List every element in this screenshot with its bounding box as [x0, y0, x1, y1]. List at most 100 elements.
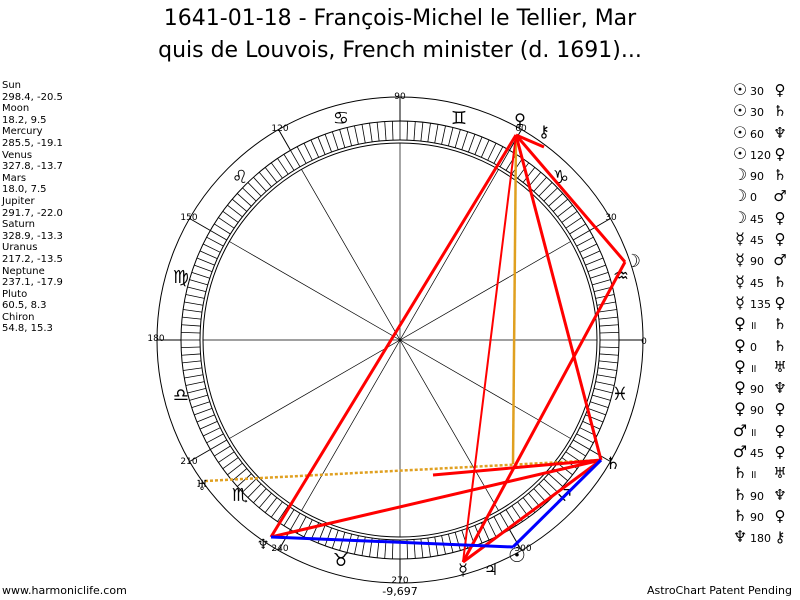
aspect-planet-2-icon: ⚷ [774, 528, 786, 547]
degree-tick [231, 198, 248, 212]
aspect-row: ☿ 45 ♄ [730, 272, 788, 293]
aspect-angle: ॥ [750, 361, 757, 375]
degree-tick [597, 367, 617, 371]
degree-tick [391, 121, 394, 141]
planet-name: Pluto [2, 288, 28, 300]
aspect-planet-2-icon: ♅ [773, 464, 787, 483]
degree-tick [277, 158, 289, 175]
aspect-row: ♄ ॥ ♅ [730, 463, 788, 484]
aspect-angle: 90 [750, 170, 764, 184]
aspect-planet-2-icon: ♂ [773, 251, 787, 270]
degree-tick [210, 439, 227, 450]
aspect-line [269, 134, 518, 538]
aspect-line [270, 535, 514, 549]
degree-tick [522, 167, 536, 183]
sun-icon: ☉ [508, 543, 526, 567]
saturn-venus-icon: ♄ [605, 454, 620, 474]
footer-patent-notice: AstroChart Patent Pending [646, 584, 792, 597]
degree-tick [369, 123, 373, 143]
degree-tick [324, 527, 332, 546]
aspect-planet-1-icon: ♀ [734, 335, 746, 355]
planet-coordinates: 328.9, -13.3 [2, 230, 63, 242]
aspect-planet-1-icon: ♂ [732, 442, 748, 462]
degree-tick [184, 301, 204, 306]
aspect-row: ☿ 90 ♂ [730, 250, 788, 271]
degree-tick [596, 374, 616, 379]
aspect-planet-2-icon: ♀ [774, 144, 786, 163]
footer-website-link[interactable]: www.harmoniclife.com [2, 584, 127, 597]
degree-tick [538, 182, 553, 197]
aspect-line [270, 458, 602, 539]
degree-tick [361, 124, 366, 144]
degree-tick [317, 136, 326, 155]
degree-tick [573, 230, 590, 241]
aspect-row: ♂ ॥ ♀ [730, 421, 788, 442]
uranus-icon: ♅ [196, 478, 209, 494]
degree-tick [427, 537, 431, 557]
aspect-planet-1-icon: ♀ [734, 399, 746, 419]
degree-tick [331, 131, 339, 150]
aspect-row: ♀ 90 ♀ [730, 399, 788, 420]
aspect-planet-2-icon: ♀ [774, 421, 786, 440]
degree-tick [599, 331, 619, 334]
chart-bottom-value: -9,697 [382, 585, 417, 598]
planet-coordinates: 298.4, -20.5 [2, 91, 63, 103]
degree-tick [499, 513, 510, 530]
degree-tick [376, 122, 380, 142]
aspect-row: ☿ 45 ♀ [730, 229, 788, 250]
aspect-angle: 90 [750, 489, 764, 503]
aspect-planet-2-icon: ♄ [773, 336, 787, 355]
degree-tick [303, 142, 313, 161]
planet-name: Mars [2, 172, 27, 184]
degree-tick [199, 420, 218, 430]
degree-tick [447, 127, 454, 147]
sign-divider [509, 529, 522, 551]
degree-tick [598, 316, 618, 320]
aspect-line [511, 134, 518, 465]
neptune-icon: ♆ [257, 537, 270, 553]
degree-tick [548, 193, 564, 207]
aspect-planet-2-icon: ♆ [773, 379, 787, 398]
sign-divider [589, 218, 611, 231]
aspect-planet-1-icon: ♆ [732, 527, 748, 547]
aspect-planet-1-icon: ☉ [732, 80, 748, 99]
aspect-planet-1-icon: ☿ [735, 250, 745, 270]
degree-tick [236, 193, 252, 207]
degree-tick [354, 125, 359, 145]
aspect-row: ♀ 90 ♆ [730, 378, 788, 399]
aspect-planet-1-icon: ♀ [734, 356, 746, 376]
degree-tick [218, 451, 235, 463]
aspect-planet-2-icon: ♀ [774, 230, 786, 249]
aspect-line [204, 458, 602, 483]
aspect-planet-2-icon: ♄ [773, 315, 787, 334]
degree-tick [587, 264, 606, 272]
aspect-angle: 0 [750, 340, 757, 354]
aspect-planet-2-icon: ♂ [773, 187, 787, 206]
aspect-planet-1-icon: ♄ [732, 463, 748, 483]
sign-divider [189, 449, 211, 462]
aspect-list: ☉ 30 ♀ ☉ 30 ♄ ☉ 60 ♆ ☉ 120 ♀ ☽ 90 ♄ ☽ 0 ♂ ☽ 45 ♀ ☿ 45 ♀ ☿ 90 ♂ ☿ 45 ♄… [730, 80, 788, 549]
degree-tick [480, 139, 490, 158]
mercury-venus-icon: ☿ [458, 560, 468, 579]
planet-coordinates: 18.0, 7.5 [2, 184, 47, 196]
degree-tick [579, 243, 598, 253]
degree-tick [283, 509, 295, 526]
degree-tick [258, 171, 272, 188]
aspect-angle: 90 [750, 510, 764, 524]
degree-label: 270 [391, 576, 408, 586]
planet-coordinates: 217.2, -13.5 [2, 253, 63, 265]
jupiter-icon: ♃ [484, 560, 498, 579]
planet-position-list: Sun 298.4, -20.5 Moon 18.2, 9.5 Mercury 285.5… [2, 80, 63, 335]
degree-tick [576, 236, 594, 247]
degree-tick [296, 146, 307, 164]
degree-tick [487, 142, 497, 161]
aspect-angle: ॥ [750, 319, 757, 333]
degree-tick [199, 250, 218, 260]
aspect-planet-1-icon: ♄ [732, 505, 748, 525]
aspect-row: ☽ 0 ♂ [730, 186, 788, 207]
degree-tick [569, 223, 586, 235]
aspect-line [514, 134, 627, 263]
aspect-row: ♄ 90 ♆ [730, 485, 788, 506]
aspect-angle: 120 [750, 148, 771, 162]
